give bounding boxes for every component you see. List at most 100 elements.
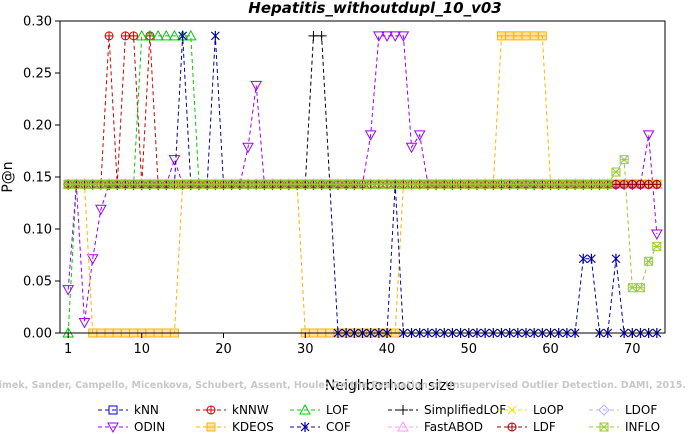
- legend-swatch-marker: [206, 405, 216, 415]
- point-ldf-73: [652, 179, 662, 189]
- point-inflo-7: [112, 179, 122, 189]
- point-odin-39: [373, 31, 385, 42]
- point-inflo-24: [251, 179, 261, 189]
- point-inflo-46: [431, 179, 441, 189]
- legend-item-simplifiedlof: SimplifiedLOF: [388, 403, 506, 417]
- point-inflo-68: [611, 167, 621, 177]
- point-knnw-9: [129, 31, 139, 41]
- point-odin-23: [242, 142, 254, 154]
- point-kdeos-59: [537, 31, 547, 41]
- point-odin-73: [650, 229, 663, 241]
- point-odin-24: [250, 80, 263, 92]
- point-lof-16: [184, 29, 197, 41]
- legend-label: ODIN: [134, 420, 165, 434]
- point-ldf-71: [635, 179, 645, 189]
- point-inflo-32: [317, 179, 327, 189]
- legend-label: KDEOS: [232, 420, 274, 434]
- legend-swatch-marker: [108, 405, 118, 415]
- point-odin-40: [381, 31, 393, 42]
- x-tick-label-1: 1: [64, 342, 72, 357]
- point-inflo-27: [276, 179, 286, 189]
- legend-item-cof: COF: [290, 420, 351, 434]
- legend-item-ldf: LDF: [497, 420, 556, 434]
- legend-label: LOF: [326, 403, 349, 417]
- point-lof-14: [168, 29, 181, 41]
- y-tick-label-6: 0.30: [23, 15, 52, 30]
- legend-item-inflo: INFLO: [589, 420, 660, 434]
- point-odin-1: [62, 285, 75, 296]
- point-inflo-73: [652, 241, 662, 251]
- point-odin-38: [364, 130, 377, 141]
- legend-swatch-marker: [300, 422, 310, 432]
- legend-swatch-marker: [598, 404, 610, 416]
- point-inflo-23: [243, 179, 253, 189]
- point-ldf-70: [627, 179, 637, 189]
- point-lof-12: [152, 29, 164, 41]
- point-odin-44: [413, 130, 426, 141]
- point-kdeos-56: [513, 31, 523, 41]
- x-tick-label-30: 30: [297, 342, 314, 357]
- legend-item-kdeos: KDEOS: [196, 420, 274, 434]
- legend-item-lof: LOF: [290, 403, 349, 417]
- point-kdeos-55: [505, 31, 515, 41]
- point-lof-11: [144, 29, 156, 41]
- y-tick-label-2: 0.10: [23, 223, 52, 238]
- point-odin-5: [95, 204, 107, 216]
- point-inflo-49: [456, 179, 466, 189]
- y-tick-label-1: 0.05: [23, 275, 52, 290]
- legend-label: LDOF: [625, 403, 657, 417]
- series-inflo: [63, 155, 662, 293]
- x-tick-label-70: 70: [624, 342, 641, 357]
- legend-swatch-marker: [206, 422, 216, 432]
- y-axis-title: P@n: [0, 161, 16, 192]
- point-odin-42: [397, 31, 410, 42]
- x-tick-label-20: 20: [215, 342, 232, 357]
- legend-item-odin: ODIN: [98, 420, 165, 434]
- point-ldf-69: [619, 179, 629, 189]
- y-tick-label-4: 0.20: [23, 119, 52, 134]
- legend-item-knn: kNN: [98, 403, 159, 417]
- legend-swatch-marker: [107, 422, 119, 434]
- legend-swatch-marker: [299, 403, 311, 415]
- point-inflo-2: [71, 179, 81, 189]
- point-odin-43: [405, 142, 418, 154]
- legend-label: INFLO: [625, 420, 660, 434]
- y-tick-label-0: 0.00: [23, 327, 52, 342]
- point-inflo-43: [407, 179, 417, 189]
- legend-swatch-marker: [507, 405, 517, 415]
- point-ldf-68: [611, 179, 621, 189]
- y-tick-label-3: 0.15: [23, 171, 52, 186]
- x-tick-label-60: 60: [542, 342, 559, 357]
- point-inflo-18: [202, 179, 212, 189]
- legend-item-knnw: kNNW: [196, 403, 269, 417]
- point-inflo-29: [292, 179, 302, 189]
- legend-item-loop: LoOP: [497, 403, 564, 417]
- legend-item-fastabod: FastABOD: [388, 420, 483, 434]
- point-odin-4: [86, 254, 99, 265]
- point-simplifiedlof-32: [316, 30, 327, 41]
- legend-label: LoOP: [533, 403, 564, 417]
- legend-label: kNNW: [232, 403, 269, 417]
- series-layer: [62, 29, 663, 338]
- legend-swatch-marker: [599, 422, 609, 432]
- legend-label: LDF: [533, 420, 556, 434]
- x-tick-label-50: 50: [461, 342, 478, 357]
- point-lof-13: [160, 29, 173, 41]
- axis-layer: 1 10 20 30 40 50 60 70 0.00 0.05 0.10 0.15 0.20 0.25 0…: [23, 15, 641, 358]
- point-inflo-5: [96, 179, 106, 189]
- legend-item-ldof: LDOF: [589, 403, 657, 417]
- point-kdeos-54: [496, 31, 506, 41]
- point-kdeos-58: [529, 31, 539, 41]
- legend-swatch-marker: [397, 420, 409, 432]
- point-cof-64: [578, 253, 588, 264]
- chart-title: Hepatitis_withoutdupl_10_v03: [248, 0, 501, 17]
- point-odin-3: [78, 317, 91, 329]
- x-tick-label-10: 10: [133, 342, 150, 357]
- point-odin-41: [389, 31, 402, 42]
- point-cof-68: [611, 253, 621, 264]
- x-tick-label-40: 40: [379, 342, 396, 357]
- point-ldf-72: [644, 179, 654, 189]
- legend-label: COF: [326, 420, 351, 434]
- point-inflo-57: [521, 179, 531, 189]
